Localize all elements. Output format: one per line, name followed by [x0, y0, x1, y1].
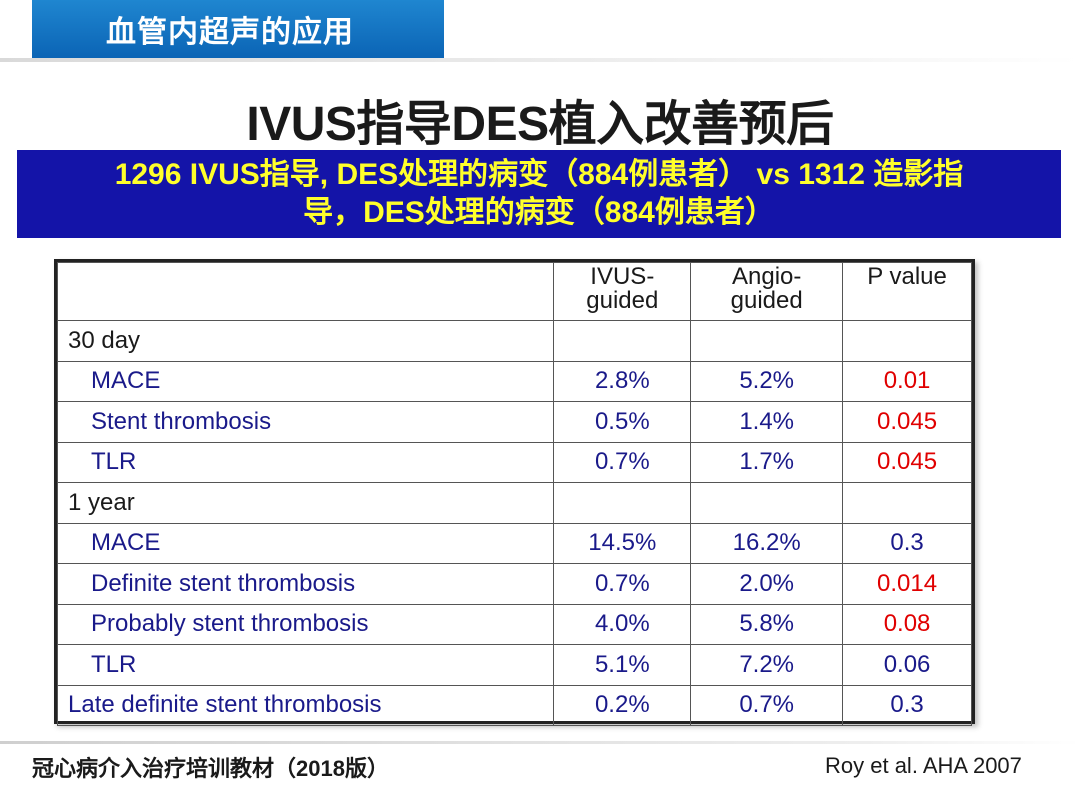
header-divider	[0, 58, 1080, 62]
p-value: 0.014	[842, 563, 972, 605]
row-label: Stent thrombosis	[56, 401, 555, 443]
banner-line-1: 1296 IVUS指导, DES处理的病变（884例患者） vs 1312 造影…	[114, 158, 964, 191]
ivus-value: 0.7%	[553, 563, 692, 605]
p-value: 0.06	[842, 644, 972, 686]
table-row: Late definite stent thrombosis 0.2% 0.7% 0.…	[56, 684, 972, 726]
table-row: MACE 14.5% 16.2% 0.3	[56, 522, 972, 564]
ivus-value: 2.8%	[553, 360, 692, 402]
row-label: TLR	[56, 441, 555, 483]
row-label: 1 year	[56, 482, 555, 524]
table-row: 30 day	[56, 320, 972, 362]
table-header-row: IVUS- guided Angio- guided P value	[56, 262, 972, 321]
angio-value	[690, 320, 844, 362]
p-value	[842, 482, 972, 524]
header-cell-angio: Angio- guided	[690, 262, 844, 321]
row-label: MACE	[56, 522, 555, 564]
header-angio-line1: Angio-	[731, 263, 802, 290]
footer-source-book: 冠心病介入治疗培训教材（2018版）	[32, 756, 389, 781]
outcomes-table-container: IVUS- guided Angio- guided P value 30 da…	[54, 259, 975, 726]
header-ivus-line2: guided	[586, 287, 659, 314]
ivus-value: 4.0%	[553, 603, 692, 645]
header-angio-line2: guided	[730, 287, 803, 314]
section-header-title: 血管内超声的应用	[106, 16, 354, 49]
angio-value: 5.8%	[690, 603, 844, 645]
ivus-value	[553, 320, 692, 362]
table-row: MACE 2.8% 5.2% 0.01	[56, 360, 972, 402]
angio-value: 1.4%	[690, 401, 844, 443]
table-row: Probably stent thrombosis 4.0% 5.8% 0.08	[56, 603, 972, 645]
angio-value: 2.0%	[690, 563, 844, 605]
row-label: Definite stent thrombosis	[56, 563, 555, 605]
row-label: 30 day	[56, 320, 555, 362]
table-row: TLR 5.1% 7.2% 0.06	[56, 644, 972, 686]
table-row: Definite stent thrombosis 0.7% 2.0% 0.014	[56, 563, 972, 605]
p-value	[842, 320, 972, 362]
ivus-value	[553, 482, 692, 524]
ivus-value: 0.5%	[553, 401, 692, 443]
header-ivus-line1: IVUS-	[590, 263, 655, 290]
ivus-value: 5.1%	[553, 644, 692, 686]
p-value: 0.01	[842, 360, 972, 402]
row-label: Late definite stent thrombosis	[56, 684, 555, 726]
header-cell-empty	[56, 262, 555, 321]
row-label: TLR	[56, 644, 555, 686]
section-header-tab: 血管内超声的应用	[32, 0, 444, 58]
ivus-value: 0.7%	[553, 441, 692, 483]
angio-value: 1.7%	[690, 441, 844, 483]
p-value: 0.3	[842, 684, 972, 726]
p-value: 0.045	[842, 441, 972, 483]
ivus-value: 14.5%	[553, 522, 692, 564]
p-value: 0.08	[842, 603, 972, 645]
ivus-value: 0.2%	[553, 684, 692, 726]
footer-citation: Roy et al. AHA 2007	[825, 753, 1022, 778]
angio-value: 16.2%	[690, 522, 844, 564]
banner-line-2: 导，DES处理的病变（884例患者）	[303, 196, 775, 229]
p-value: 0.045	[842, 401, 972, 443]
row-label: Probably stent thrombosis	[56, 603, 555, 645]
table-row: TLR 0.7% 1.7% 0.045	[56, 441, 972, 483]
table-row: 1 year	[56, 482, 972, 524]
angio-value: 5.2%	[690, 360, 844, 402]
angio-value	[690, 482, 844, 524]
angio-value: 0.7%	[690, 684, 844, 726]
study-banner: 1296 IVUS指导, DES处理的病变（884例患者） vs 1312 造影…	[17, 150, 1061, 238]
footer-divider	[0, 741, 1080, 744]
slide-title: IVUS指导DES植入改善预后	[246, 98, 834, 151]
header-cell-p-value: P value	[842, 262, 972, 321]
header-p-label: P value	[867, 263, 947, 290]
angio-value: 7.2%	[690, 644, 844, 686]
table-row: Stent thrombosis 0.5% 1.4% 0.045	[56, 401, 972, 443]
row-label: MACE	[56, 360, 555, 402]
header-cell-ivus: IVUS- guided	[553, 262, 692, 321]
p-value: 0.3	[842, 522, 972, 564]
outcomes-table: IVUS- guided Angio- guided P value 30 da…	[56, 262, 972, 726]
